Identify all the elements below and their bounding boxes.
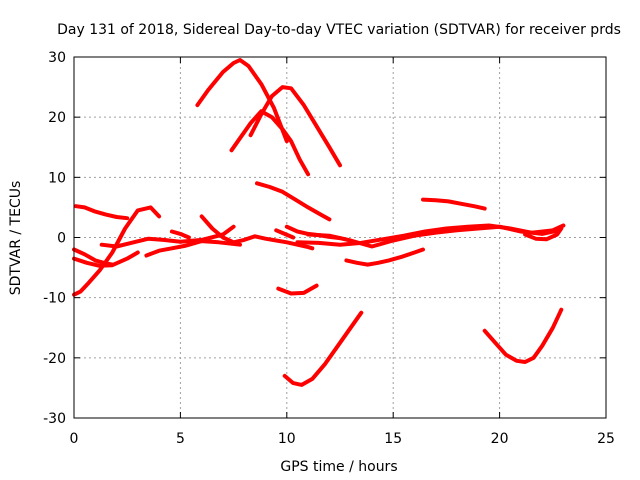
x-tick-label: 10: [278, 431, 296, 447]
y-tick-label: 30: [48, 50, 66, 66]
series-arc-19: [344, 247, 425, 267]
series-arc-06: [144, 239, 242, 258]
y-tick-label: 20: [48, 110, 66, 126]
x-tick-label: 25: [597, 431, 615, 447]
y-tick-label: -10: [43, 291, 66, 307]
y-tick-label: -30: [43, 411, 66, 427]
x-tick-label: 20: [491, 431, 509, 447]
series-arc-22: [523, 226, 564, 242]
series-arc-20: [421, 197, 487, 211]
x-tick-label: 15: [384, 431, 402, 447]
series-arc-04: [72, 250, 140, 268]
series-arc-21: [482, 307, 564, 364]
y-tick-label: -20: [43, 351, 66, 367]
y-tick-labels: -30 -20 -10 0 10 20 30: [43, 50, 66, 427]
series-arc-01: [72, 205, 162, 297]
series-arc-05: [99, 224, 236, 249]
series-arc-18: [306, 224, 562, 249]
chart-title: Day 131 of 2018, Sidereal Day-to-day VTE…: [57, 22, 621, 38]
series-arc-15: [276, 283, 319, 296]
x-tick-labels: 0 5 10 15 20 25: [70, 431, 615, 447]
axis-ticks: [73, 56, 607, 419]
series-arc-16: [282, 310, 364, 387]
y-axis-label: SDTVAR / TECUs: [8, 181, 24, 296]
y-tick-label: 0: [57, 231, 66, 247]
series-arc-02: [74, 204, 130, 221]
series-arc-13: [274, 228, 296, 240]
series-group: [72, 58, 566, 387]
y-tick-label: 10: [48, 170, 66, 186]
series-arc-08: [199, 214, 315, 251]
series-arc-10: [229, 109, 311, 177]
series-arc-09: [195, 58, 289, 144]
series-arc-11: [248, 85, 342, 168]
x-tick-label: 0: [70, 431, 79, 447]
x-tick-label: 5: [176, 431, 185, 447]
x-axis-label: GPS time / hours: [280, 459, 397, 475]
series-arc-07: [169, 229, 191, 240]
series-arc-12: [255, 181, 332, 222]
